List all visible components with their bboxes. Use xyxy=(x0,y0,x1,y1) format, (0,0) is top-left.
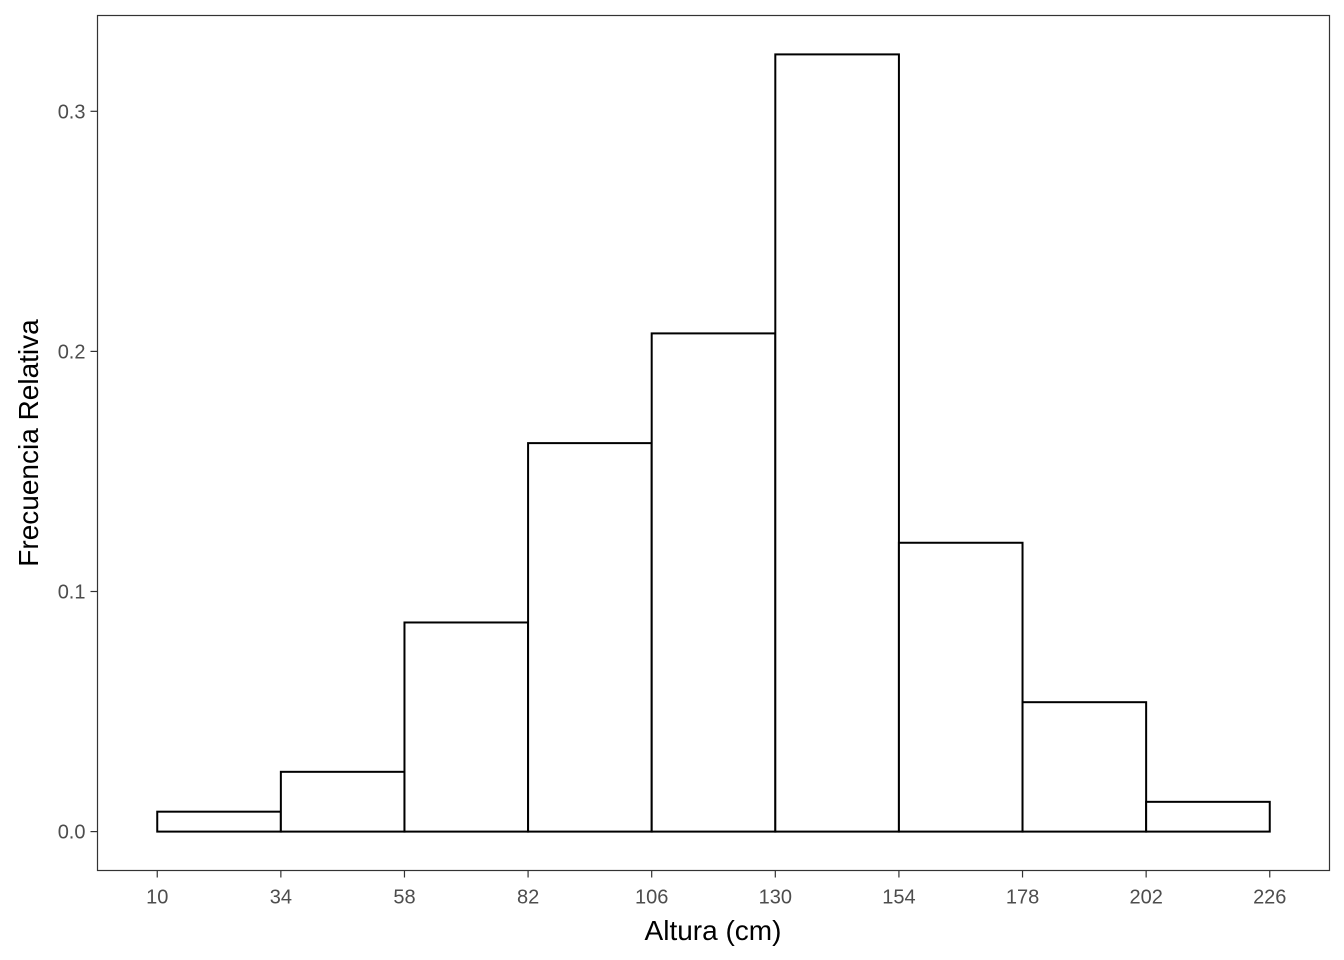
x-tick-label: 130 xyxy=(759,887,792,909)
x-tick-label: 58 xyxy=(393,887,415,909)
histogram-bar xyxy=(897,541,1024,833)
x-tick-label: 226 xyxy=(1253,887,1286,909)
x-axis: 10 34 58 82 106 130 154 178 202 226 xyxy=(146,870,1286,909)
histogram-bar xyxy=(527,442,653,833)
x-tick-label: 178 xyxy=(1006,887,1039,909)
histogram-bar xyxy=(156,810,282,833)
x-tick-label: 34 xyxy=(270,887,292,909)
bars-group xyxy=(156,53,1271,833)
y-tick-label: 0.0 xyxy=(58,822,86,844)
x-axis-title: Altura (cm) xyxy=(645,915,782,946)
plot-panel-border xyxy=(96,14,1331,872)
y-axis-title: Frecuencia Relativa xyxy=(13,319,44,567)
y-tick-label: 0.1 xyxy=(58,582,86,604)
x-tick-label: 202 xyxy=(1129,887,1162,909)
y-tick-label: 0.2 xyxy=(58,341,86,363)
x-tick-label: 82 xyxy=(517,887,539,909)
x-tick-label: 154 xyxy=(882,887,915,909)
histogram-bar xyxy=(650,332,777,833)
y-tick-label: 0.3 xyxy=(58,101,86,123)
histogram-bar xyxy=(279,770,406,833)
x-tick-label: 106 xyxy=(635,887,668,909)
histogram-bar xyxy=(403,621,530,833)
histogram-bar xyxy=(1021,701,1148,833)
histogram-bar xyxy=(1145,800,1271,833)
y-axis: 0.0 0.1 0.2 0.3 xyxy=(58,101,98,844)
x-tick-label: 10 xyxy=(146,887,168,909)
histogram-bar xyxy=(774,53,900,833)
